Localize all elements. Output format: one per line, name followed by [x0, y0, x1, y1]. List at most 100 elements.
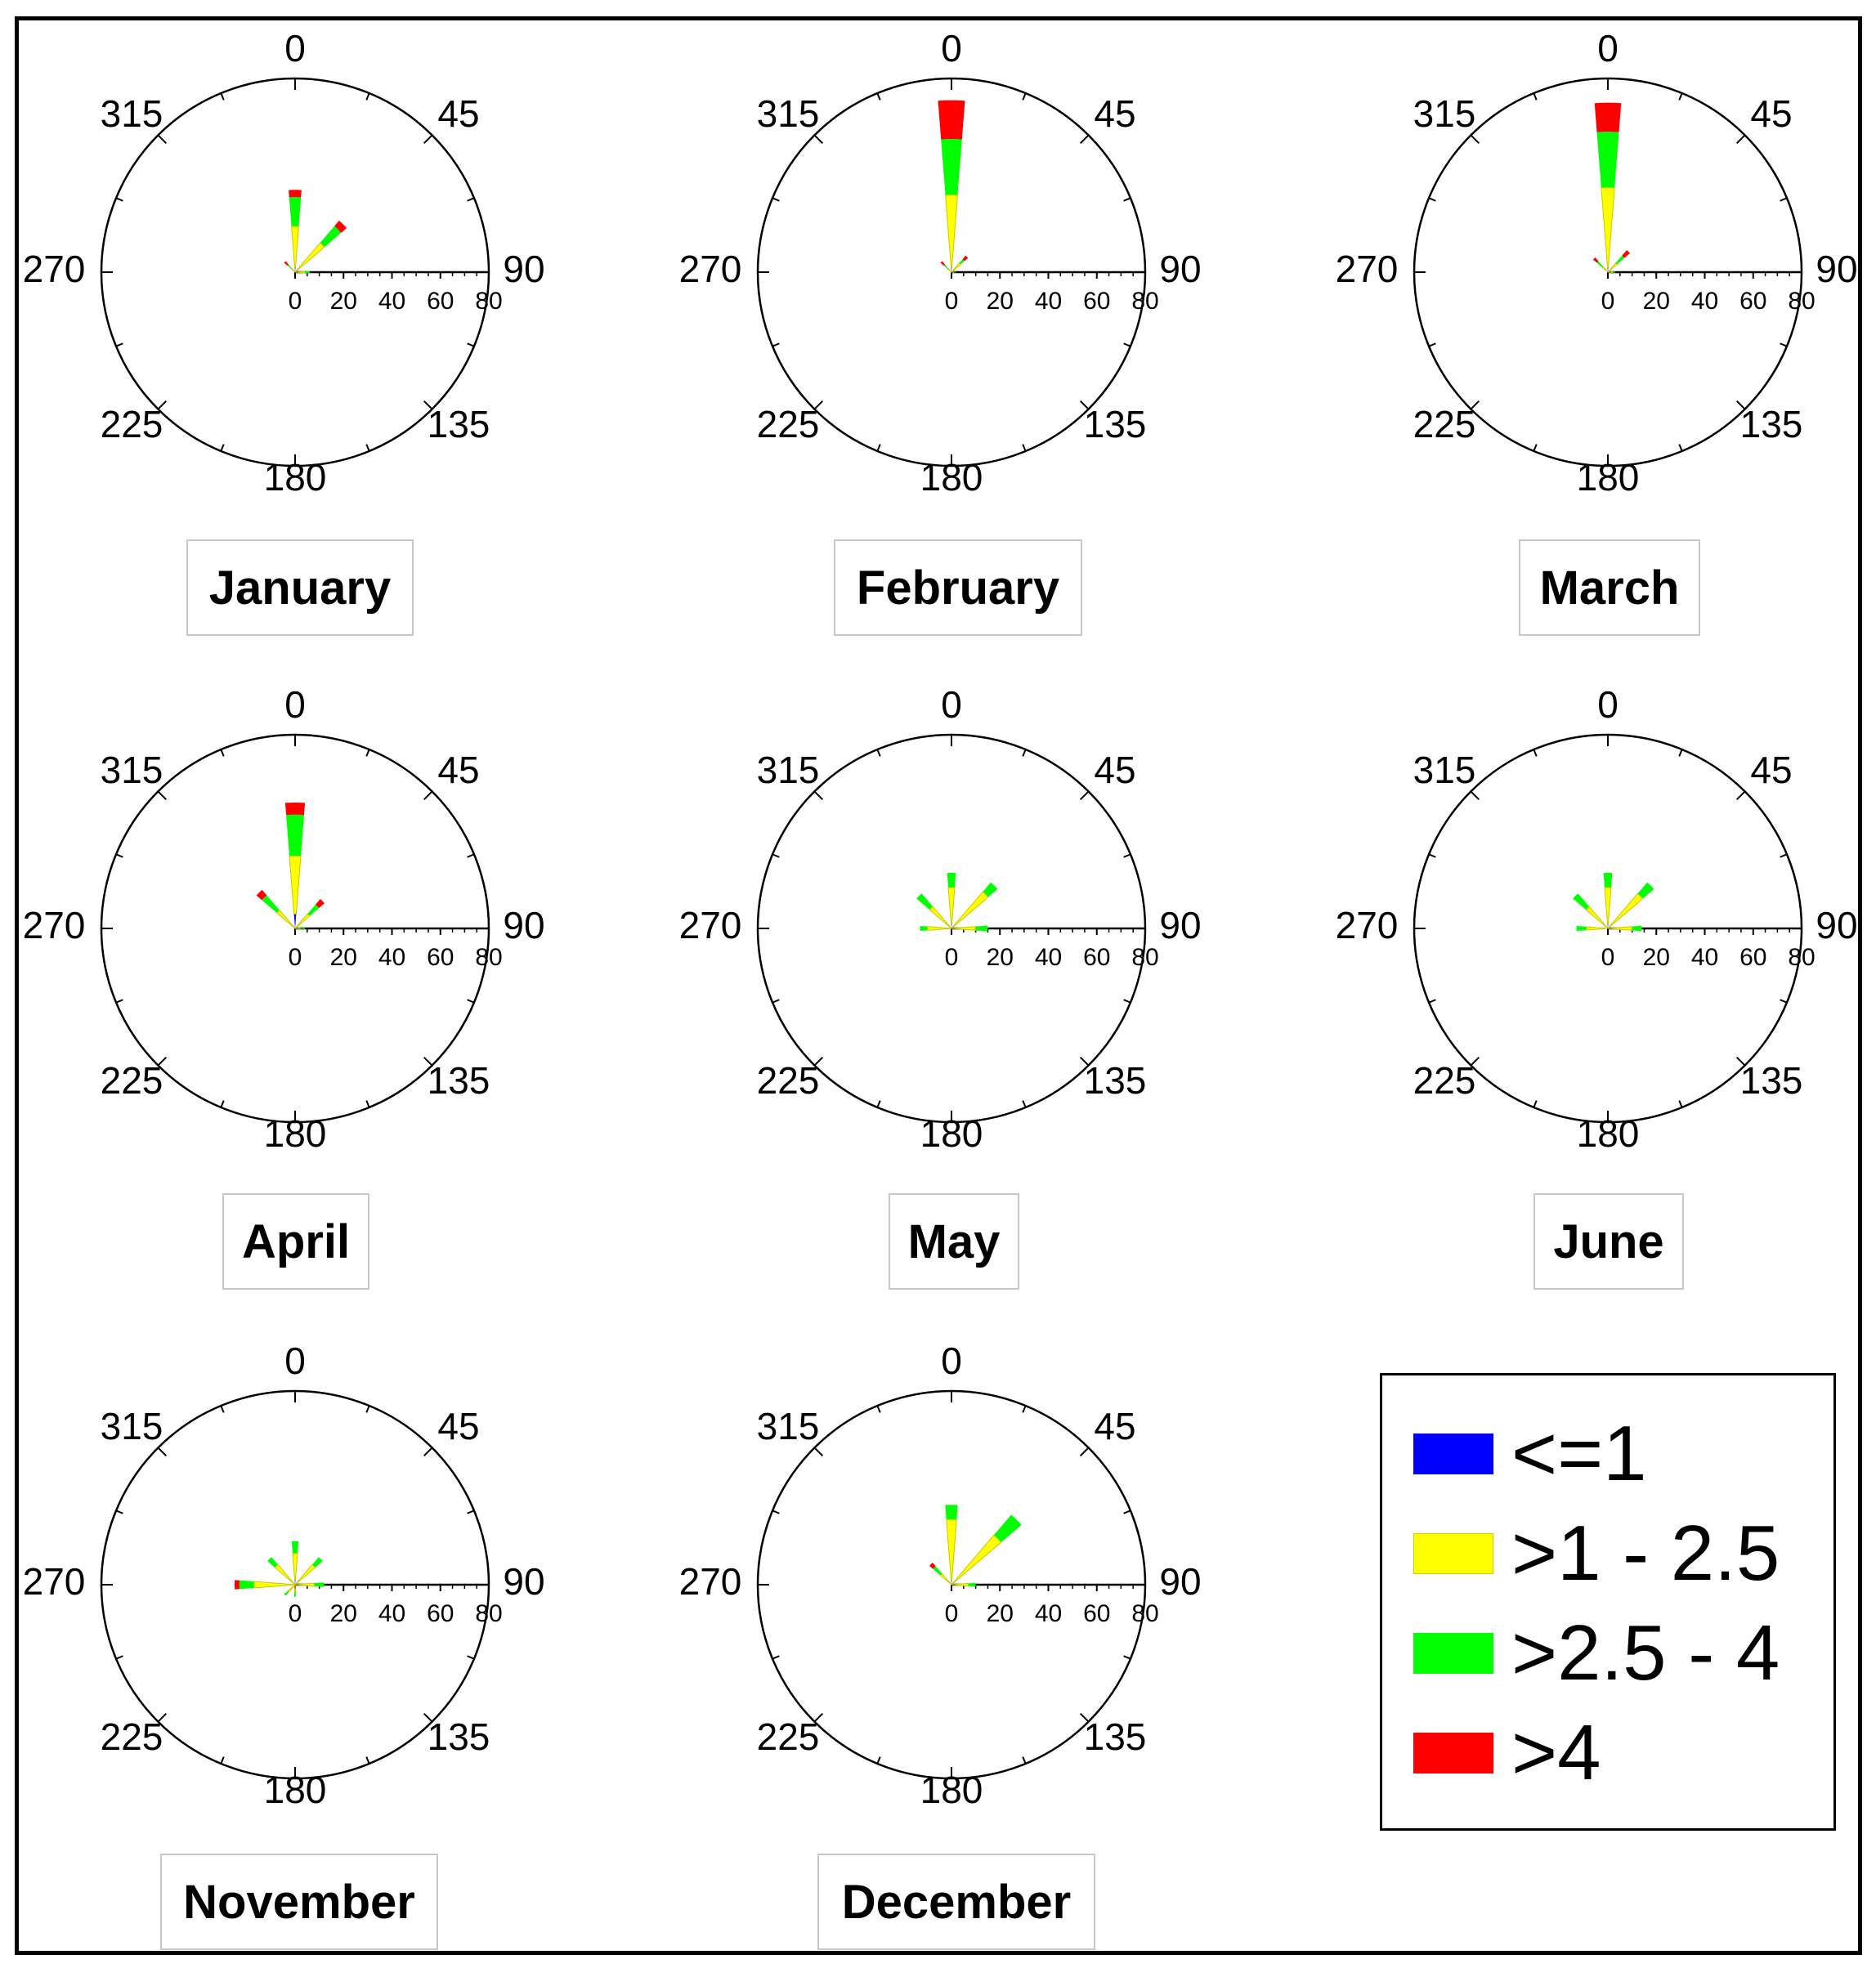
- angular-tick: [772, 1510, 780, 1514]
- radial-tick-label: 40: [1035, 944, 1062, 971]
- angular-tick: [1780, 342, 1788, 347]
- rose-segment: [945, 194, 958, 268]
- angular-tick: [115, 197, 123, 202]
- radial-tick-label: 40: [1035, 288, 1062, 315]
- rose-segment: [993, 1514, 1022, 1543]
- rose-segment: [1603, 872, 1613, 888]
- angular-tick: [423, 790, 433, 801]
- rose-segment: [947, 887, 956, 924]
- legend-swatch-green: [1413, 1633, 1493, 1674]
- rose-segment: [289, 855, 302, 915]
- angular-tick: [1678, 444, 1683, 452]
- angular-tick: [1022, 1100, 1027, 1108]
- rose-segment: [1615, 255, 1625, 265]
- rose-segment: [983, 882, 998, 897]
- angular-tick: [772, 999, 780, 1004]
- rose-segment: [947, 872, 956, 888]
- rose-segment: [1607, 267, 1609, 272]
- angular-tick-label: 90: [503, 248, 544, 290]
- radial-tick-label: 0: [1601, 288, 1615, 315]
- rose-segment: [941, 139, 962, 195]
- radial-tick-label: 40: [378, 944, 405, 971]
- rose-segment: [1632, 925, 1642, 932]
- rose-segment: [951, 926, 977, 931]
- angular-tick: [157, 400, 168, 410]
- angular-tick-label: 180: [920, 456, 983, 499]
- rose-segment: [291, 226, 299, 268]
- angular-tick: [365, 1756, 370, 1765]
- rose-segment: [239, 1580, 254, 1590]
- radial-tick-label: 20: [330, 288, 357, 315]
- angular-tick: [1079, 1056, 1090, 1067]
- angular-tick: [220, 1756, 225, 1765]
- rose-segment: [284, 802, 306, 816]
- angular-tick-label: 270: [23, 1560, 86, 1603]
- rose-segment: [294, 1580, 296, 1585]
- legend-item: >4: [1413, 1714, 1601, 1792]
- radial-tick-label: 0: [945, 1600, 959, 1627]
- angular-tick-label: 270: [23, 904, 86, 946]
- angular-tick-label: 180: [920, 1112, 983, 1155]
- rose-segment: [253, 1581, 296, 1589]
- rose-segment: [294, 267, 296, 272]
- angular-tick: [1022, 749, 1027, 757]
- rose-segment: [1596, 132, 1619, 188]
- angular-tick-label: 270: [1336, 904, 1399, 946]
- angular-tick-label: 315: [1413, 749, 1476, 791]
- wind-rose-january: 0 45 90 135 180 225 270 315 0 20 40 60 80: [23, 27, 545, 499]
- radial-tick-label: 60: [427, 944, 454, 971]
- rose-segment: [920, 925, 928, 932]
- rose-segment: [284, 1590, 289, 1596]
- angular-tick-label: 315: [101, 92, 163, 135]
- rose-segment: [1601, 186, 1615, 268]
- angular-tick-label: 45: [1750, 749, 1792, 791]
- radial-tick-label: 80: [475, 944, 502, 971]
- rose-segment: [951, 1534, 1002, 1586]
- angular-tick: [876, 92, 881, 101]
- rose-segment: [945, 1505, 958, 1520]
- radial-tick-label: 40: [1035, 1600, 1062, 1627]
- rose-segment: [1607, 892, 1644, 929]
- angular-tick-label: 315: [757, 92, 820, 135]
- angular-tick: [1533, 444, 1538, 452]
- legend-label: >2.5 - 4: [1511, 1609, 1780, 1697]
- radial-tick-label: 80: [1788, 288, 1815, 315]
- angular-tick-label: 135: [428, 1715, 490, 1758]
- angular-tick: [115, 1510, 123, 1514]
- rose-segment: [291, 1541, 299, 1554]
- angular-tick: [1780, 999, 1788, 1004]
- rose-segment: [293, 1584, 297, 1593]
- angular-tick-label: 90: [1159, 1560, 1201, 1603]
- angular-tick-label: 315: [757, 749, 820, 791]
- rose-segment: [933, 1566, 942, 1576]
- angular-tick: [1533, 92, 1538, 101]
- rose-segment: [287, 264, 293, 270]
- rose-segment: [1607, 926, 1633, 931]
- angular-tick-label: 315: [101, 749, 163, 791]
- angular-tick: [157, 1712, 168, 1723]
- angular-tick: [1533, 749, 1538, 757]
- radial-tick-label: 0: [1601, 944, 1615, 971]
- rose-segment: [1573, 893, 1589, 910]
- rose-segment: [946, 1519, 957, 1581]
- angular-tick-label: 135: [1740, 403, 1803, 445]
- angular-tick: [115, 853, 123, 858]
- rose-segment: [299, 928, 305, 929]
- month-title-january: January: [186, 539, 414, 636]
- angular-tick-label: 45: [437, 749, 479, 791]
- angular-tick: [1123, 853, 1131, 858]
- month-title-june: June: [1533, 1193, 1684, 1290]
- angular-tick-label: 270: [679, 904, 742, 946]
- radial-tick-label: 60: [1739, 944, 1766, 971]
- angular-tick-label: 225: [757, 403, 820, 445]
- rose-segment: [307, 904, 320, 916]
- radial-tick-label: 0: [289, 1600, 302, 1627]
- radial-tick-label: 40: [378, 288, 405, 315]
- angular-tick-label: 0: [284, 1340, 306, 1382]
- angular-tick: [1123, 197, 1131, 202]
- radial-tick-label: 0: [945, 944, 959, 971]
- rose-segment: [929, 906, 952, 929]
- legend-label: <=1: [1511, 1410, 1647, 1497]
- angular-tick: [772, 342, 780, 347]
